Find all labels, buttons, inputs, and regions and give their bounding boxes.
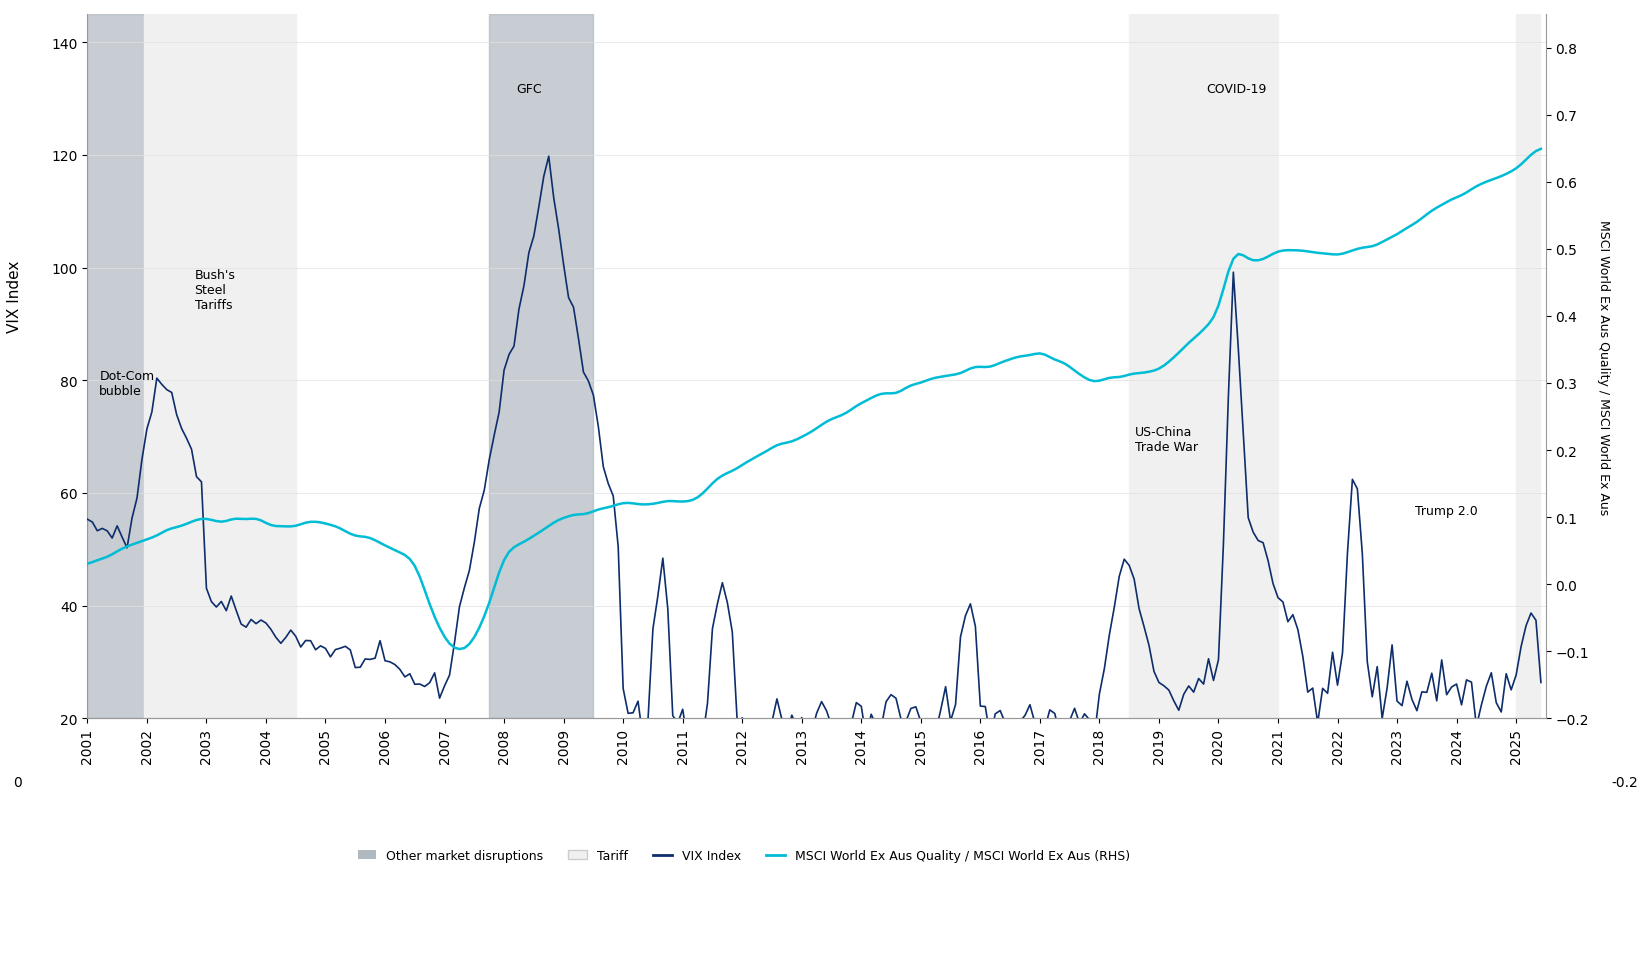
Text: COVID-19: COVID-19 <box>1206 82 1267 96</box>
Text: 0: 0 <box>13 775 21 789</box>
Text: Trump 2.0: Trump 2.0 <box>1415 505 1477 517</box>
Text: -0.2: -0.2 <box>1612 775 1638 789</box>
Bar <box>1517 15 1540 719</box>
Text: GFC: GFC <box>517 82 541 96</box>
Bar <box>489 15 594 719</box>
Bar <box>1128 15 1278 719</box>
Bar <box>143 15 296 719</box>
Text: Bush's
Steel
Tariffs: Bush's Steel Tariffs <box>194 268 235 311</box>
Legend: Other market disruptions, Tariff, VIX Index, MSCI World Ex Aus Quality / MSCI Wo: Other market disruptions, Tariff, VIX In… <box>352 844 1135 867</box>
Bar <box>87 15 237 719</box>
Y-axis label: VIX Index: VIX Index <box>7 261 21 332</box>
Y-axis label: MSCI World Ex Aus Quality / MSCI World Ex Aus: MSCI World Ex Aus Quality / MSCI World E… <box>1597 219 1610 515</box>
Text: US-China
Trade War: US-China Trade War <box>1135 426 1198 453</box>
Text: Dot-Com
bubble: Dot-Com bubble <box>99 369 155 397</box>
